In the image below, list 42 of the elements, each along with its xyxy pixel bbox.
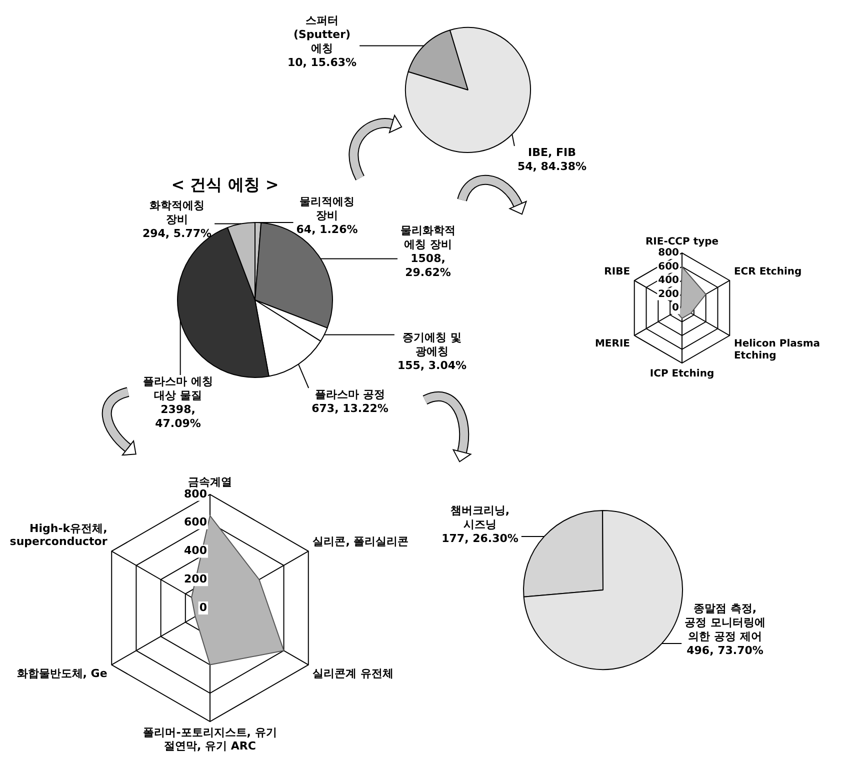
spoke-label: Helicon Plasma Etching [734,338,820,362]
data-label: 64, 1.26% [296,222,358,236]
spoke-label: 화합물반도체, Ge [16,666,108,680]
slice-label: 스퍼터 (Sputter) 에칭 [293,14,351,55]
slice-label: 챔버크리닝, 시즈닝 [450,504,510,531]
y-tick-label: 200 [184,572,208,586]
slice-label: 종말점 측정, 공정 모니터링에 의한 공정 제어 [684,602,766,643]
chart-title: < 건식 에칭 > [171,175,279,194]
spoke-label: ECR Etching [734,266,802,278]
y-tick-label: 0 [199,600,208,614]
data-label: 155, 3.04% [397,358,467,372]
spoke-label: MERIE [594,338,630,350]
slice-label: 플라스마 공정 [315,388,385,401]
y-tick-label: 0 [672,302,680,314]
data-label: 1508, 29.62% [405,252,451,279]
data-label: 54, 84.38% [517,160,587,173]
slice-label: 화학적에칭 장비 [150,198,204,226]
slice-label: 물리화학적 에칭 장비 [400,224,456,251]
y-tick-label: 600 [184,516,208,529]
spoke-label: 폴리머-포토리지스트, 유기 절연막, 유기 ARC [143,726,277,752]
y-tick-label: 800 [184,487,208,500]
data-label: 177, 26.30% [442,532,518,545]
spoke-label: High-k유전체, superconductor [10,522,108,548]
data-label: 2398, 47.09% [155,402,201,430]
y-tick-label: 600 [658,261,680,272]
spoke-label: 금속계열 [188,476,232,489]
y-tick-label: 200 [658,288,680,300]
data-label: 673, 13.22% [312,402,388,415]
y-tick-label: 400 [184,544,208,558]
slice-label: 증기에칭 및 광에칭 [402,330,462,358]
spoke-label: 실리콘계 유전체 [312,666,394,680]
slice-label: IBE, FIB [528,146,576,159]
slice-label: 플라스마 에칭 대상 물질 [143,374,213,402]
spoke-label: ICP Etching [650,368,714,380]
spoke-label: 실리콘, 폴리실리콘 [312,534,409,548]
y-tick-label: 800 [658,248,680,259]
data-label: 294, 5.77% [142,226,212,240]
y-tick-label: 400 [658,275,680,286]
spoke-label: RIE-CCP type [645,236,719,248]
data-label: 10, 15.63% [287,56,357,69]
data-label: 496, 73.70% [686,644,764,657]
spoke-label: RIBE [604,266,630,278]
